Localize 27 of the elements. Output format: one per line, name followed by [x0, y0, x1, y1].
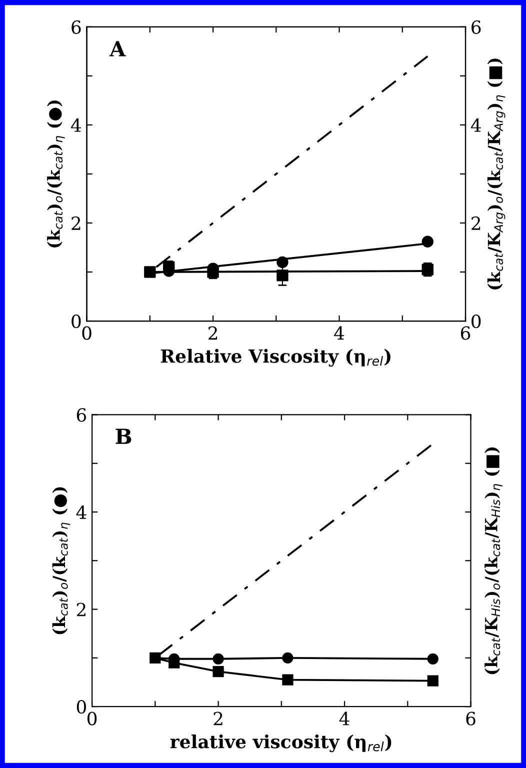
x-tick-label: 2: [208, 326, 217, 340]
y-tick-label: 4: [70, 118, 82, 132]
x-tick-label: 6: [460, 326, 470, 340]
x-tick-label: 0: [87, 712, 97, 726]
y-tick-label: 2: [72, 216, 80, 230]
y2-tick-label: 6: [472, 20, 481, 34]
annotation: B: [116, 428, 132, 444]
y-tick-label: 0: [72, 314, 81, 328]
y-tick-label: 2: [76, 602, 86, 616]
text: (k$_{cat}$)$_{o}$/(k$_{cat}$)$_{η}$ (●): [47, 100, 65, 248]
y2-tick-label: 4: [470, 118, 481, 132]
y-tick-label: 6: [72, 20, 81, 34]
x-tick-label: 2: [214, 712, 222, 726]
x-axis-title: relative viscosity (η$_{rel}$): [170, 734, 392, 752]
y-tick-label: 4: [76, 505, 86, 519]
annotation: A: [109, 41, 126, 56]
x-axis-title: Relative Viscosity (η$_{rel}$): [160, 348, 390, 367]
x-tick-label: 4: [334, 326, 344, 340]
y-tick-label: 0: [76, 700, 86, 714]
y2-tick-label: 2: [472, 216, 480, 230]
text: (k$_{cat}$)$_{o}$/(k$_{cat}$)$_{η}$ (●): [52, 487, 70, 634]
text: (k$_{cat}$/K$_{Arg}$)$_{o}$/(k$_{cat}$/K$_{Arg}$)$_{η}$ (■): [487, 58, 506, 290]
y-tick-label: 6: [76, 408, 86, 422]
x-tick-label: 6: [466, 712, 476, 726]
text: (k$_{cat}$/K$_{His}$)$_{o}$/(k$_{cat}$/K$_{His}$)$_{η}$ (■): [484, 447, 502, 674]
x-tick-label: 4: [339, 712, 350, 726]
y2-tick-label: 0: [472, 314, 481, 328]
